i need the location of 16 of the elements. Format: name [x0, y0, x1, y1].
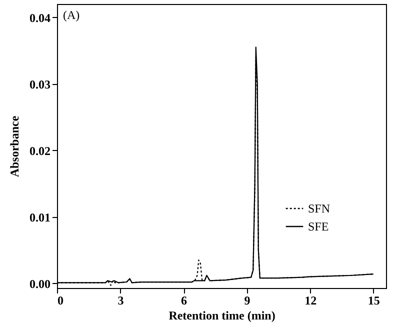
x-tick-label: 3	[118, 294, 124, 308]
x-tick-label: 6	[181, 294, 188, 308]
y-tick-label: 0.03	[30, 77, 50, 92]
x-tick-label: 0	[58, 294, 64, 308]
x-tick-label: 15	[368, 294, 380, 308]
y-tick-label: 0.00	[30, 276, 50, 291]
x-tick-label: 9	[244, 294, 250, 308]
legend-label: SFE	[308, 220, 329, 234]
y-tick-label: 0.01	[30, 210, 50, 224]
legend-label: SFN	[308, 202, 330, 216]
annotation: (A)	[63, 8, 80, 22]
y-axis-title: Absorbance	[8, 115, 22, 178]
y-tick-label: 0.04	[30, 10, 50, 25]
x-tick-label: 12	[304, 294, 317, 308]
x-axis-title: Retention time (min)	[168, 308, 276, 322]
y-tick-label: 0.02	[30, 144, 50, 158]
